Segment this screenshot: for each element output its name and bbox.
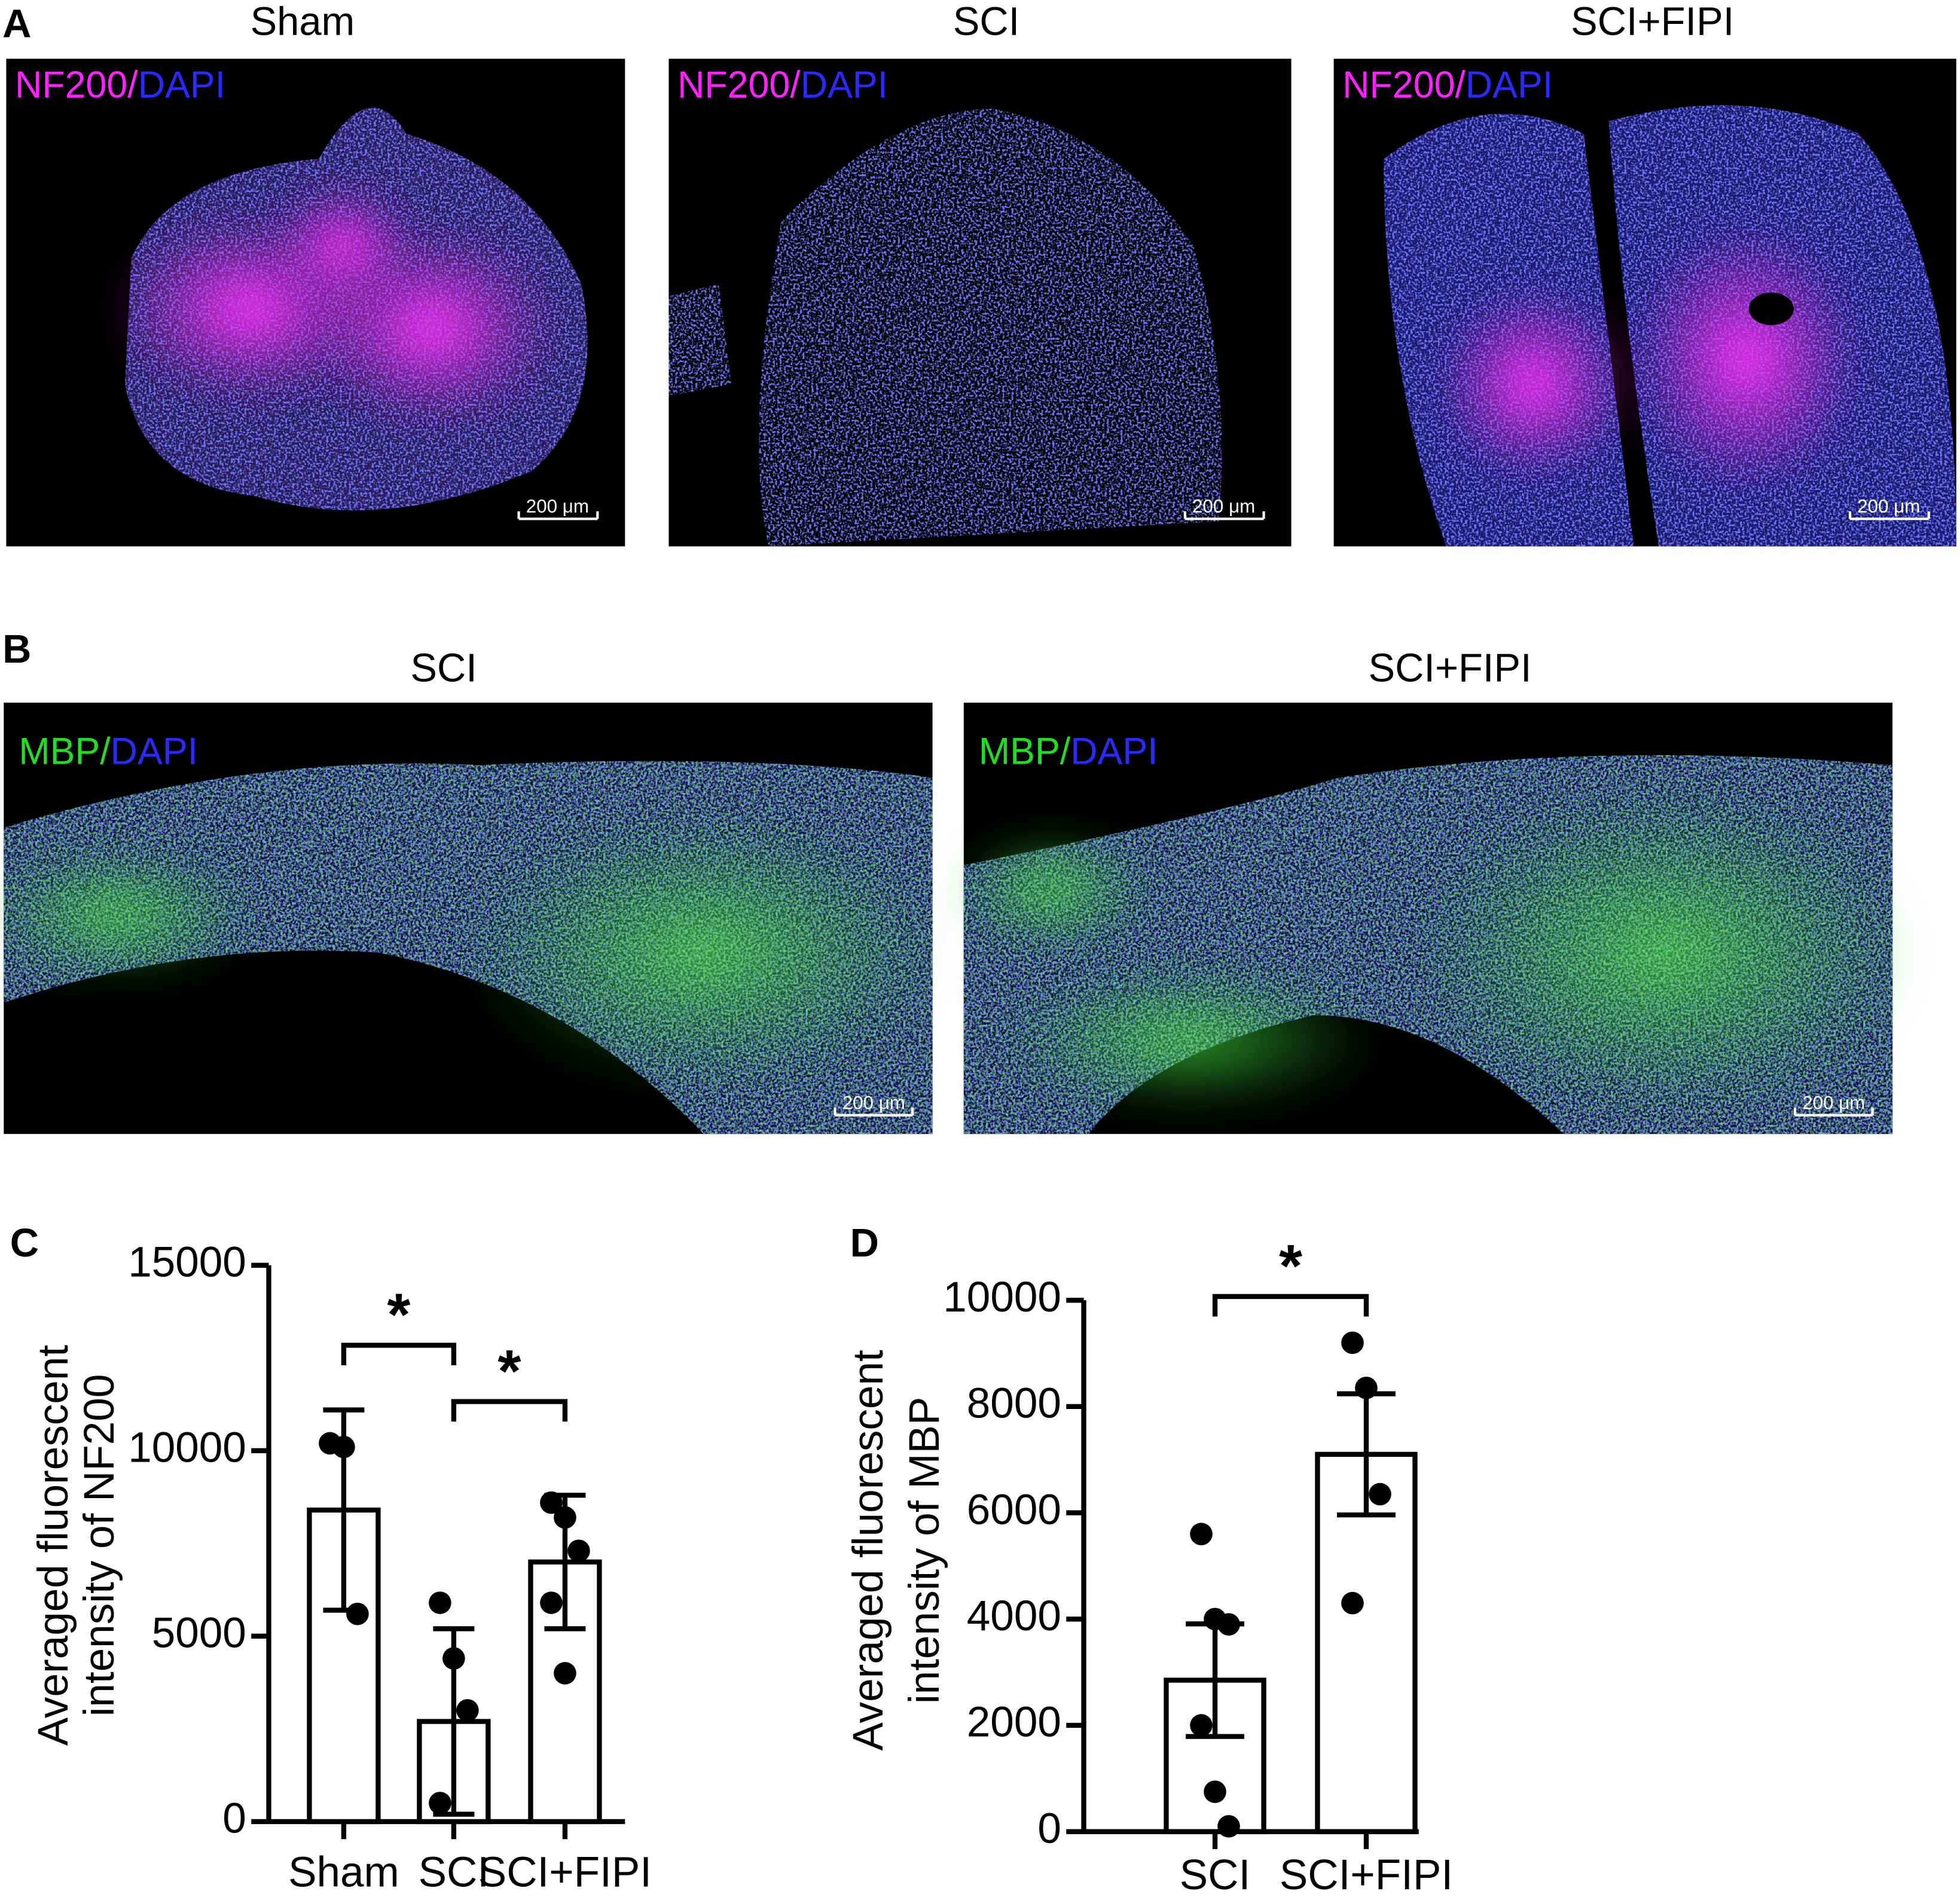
scale-bar-label: 200 μm	[1192, 496, 1255, 517]
data-point	[429, 1591, 451, 1614]
data-point	[554, 1506, 576, 1529]
data-point	[1217, 1613, 1240, 1636]
data-point	[1190, 1714, 1213, 1737]
scale-bar-label: 200 μm	[526, 496, 589, 517]
panel-label: D	[850, 1221, 879, 1265]
stain-marker: MBP	[19, 730, 100, 772]
data-point	[1369, 1483, 1391, 1506]
image-title: SCI+FIPI	[1368, 645, 1531, 690]
y-tick-label: 10000	[943, 1274, 1061, 1321]
y-tick-label: 4000	[967, 1593, 1061, 1640]
y-tick-label: 10000	[128, 1425, 246, 1472]
y-tick-label: 8000	[967, 1380, 1061, 1428]
image-title: SCI	[410, 645, 477, 690]
data-point	[567, 1539, 590, 1563]
data-point	[540, 1491, 563, 1514]
y-tick-label: 15000	[128, 1239, 246, 1286]
x-tick-label: SCI	[419, 1849, 489, 1896]
micrograph: NF200/DAPI 200 μm	[1333, 59, 1956, 547]
data-point	[1341, 1331, 1364, 1355]
data-point	[442, 1647, 465, 1670]
x-tick-label: SCI+FIPI	[1280, 1852, 1453, 1897]
image-title: SCI	[953, 0, 1019, 44]
micrograph: MBP/DAPI 200 μm	[0, 702, 942, 1134]
y-tick-label: 6000	[967, 1486, 1061, 1533]
data-point	[1190, 1523, 1213, 1545]
panel-label: B	[2, 627, 31, 672]
stain-label: NF200/DAPI	[677, 64, 888, 106]
stain-separator: /	[1455, 64, 1466, 106]
image-title: SCI+FIPI	[1571, 0, 1734, 44]
y-axis-label: intensity of NF200	[76, 1374, 123, 1717]
x-tick-label: Sham	[288, 1849, 399, 1896]
y-axis-label: intensity of MBP	[901, 1397, 948, 1704]
stain-counterstain: DAPI	[1466, 64, 1553, 106]
data-point	[429, 1792, 451, 1814]
stain-label: MBP/DAPI	[19, 730, 198, 772]
data-point	[332, 1435, 355, 1459]
panel-label: C	[10, 1221, 39, 1265]
stain-counterstain: DAPI	[801, 64, 888, 106]
stain-counterstain: DAPI	[1070, 730, 1158, 772]
data-point	[540, 1591, 563, 1614]
y-tick-label: 2000	[967, 1699, 1061, 1746]
significance-label: *	[497, 1338, 521, 1405]
data-point	[346, 1602, 369, 1625]
micrograph: MBP/DAPI 200 μm	[951, 702, 1914, 1134]
y-axis-label: Averaged fluorescent	[845, 1350, 892, 1751]
stain-counterstain: DAPI	[138, 64, 225, 106]
stain-counterstain: DAPI	[111, 730, 198, 772]
stain-label: MBP/DAPI	[979, 730, 1158, 772]
data-point	[1355, 1376, 1378, 1399]
significance-bracket	[341, 1343, 457, 1365]
stain-label: NF200/DAPI	[15, 64, 225, 106]
y-tick-label: 5000	[152, 1610, 246, 1657]
scale-bar-label: 200 μm	[842, 1092, 905, 1113]
data-point	[554, 1662, 576, 1685]
stain-marker: MBP	[979, 730, 1060, 772]
y-tick-label: 0	[1037, 1805, 1061, 1852]
significance-bracket	[1212, 1294, 1369, 1317]
scale-bar-label: 200 μm	[1857, 496, 1920, 517]
y-axis-label: Averaged fluorescent	[30, 1345, 77, 1746]
y-tick-label: 0	[222, 1795, 246, 1843]
x-tick-label: SCI+FIPI	[478, 1849, 652, 1896]
significance-label: *	[1279, 1233, 1302, 1300]
stain-separator: /	[1060, 730, 1071, 772]
stain-separator: /	[127, 64, 138, 106]
stain-marker: NF200	[1342, 64, 1455, 106]
stain-separator: /	[100, 730, 111, 772]
stain-marker: NF200	[677, 64, 790, 106]
micrograph: NF200/DAPI 200 μm	[668, 59, 1292, 547]
data-point	[456, 1699, 479, 1722]
data-point	[1204, 1780, 1226, 1803]
panel-label: A	[2, 2, 31, 47]
micrograph: NF200/DAPI 200 μm	[6, 59, 625, 547]
stain-label: NF200/DAPI	[1342, 64, 1553, 106]
significance-bracket	[451, 1399, 568, 1422]
image-title: Sham	[251, 0, 355, 44]
data-point	[1341, 1591, 1364, 1615]
stain-marker: NF200	[15, 64, 127, 106]
significance-label: *	[387, 1282, 410, 1349]
scale-bar-label: 200 μm	[1802, 1092, 1865, 1113]
stain-separator: /	[790, 64, 801, 106]
x-tick-label: SCI	[1180, 1852, 1250, 1897]
data-point	[1217, 1814, 1240, 1838]
